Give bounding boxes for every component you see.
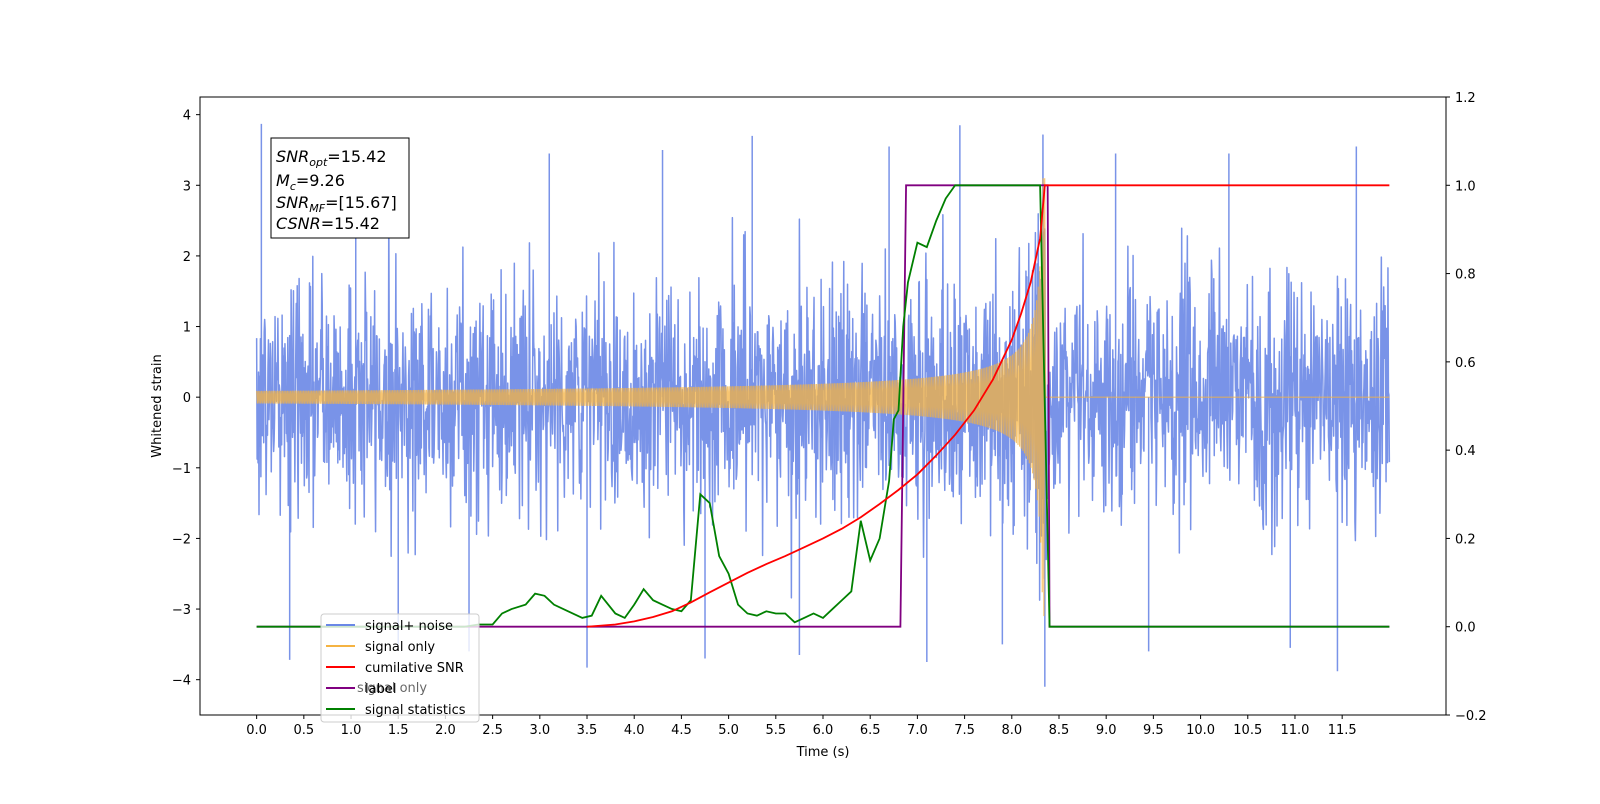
y2-tick-label: 0.8	[1455, 268, 1476, 283]
y-tick-label: 0	[183, 391, 191, 406]
legend: signal only signal+ noise signal only cumi…	[320, 613, 480, 723]
y-tick-label: −3	[172, 603, 191, 618]
annotation-frame	[270, 137, 410, 239]
y2-tick-label: 0.6	[1455, 356, 1476, 371]
x-tick-label: 0.5	[293, 723, 314, 738]
x-tick-label: 0.0	[246, 723, 267, 738]
x-tick-label: 7.5	[954, 723, 975, 738]
x-tick-label: 11.0	[1280, 723, 1309, 738]
x-axis-ticks: 0.0 0.5 1.0 1.5 2.0 2.5 3.0 3.5 4.0 4.5 5.0 5.5 6.0 6…	[246, 715, 1357, 738]
y2-tick-label: 0.2	[1455, 532, 1476, 547]
legend-label: signal only	[365, 640, 435, 655]
legend-frame	[320, 613, 480, 723]
y-tick-label: 3	[183, 179, 191, 194]
x-tick-label: 8.5	[1049, 723, 1070, 738]
series-signal-statistics	[256, 184, 1390, 628]
legend-label: signal statistics	[365, 703, 466, 718]
x-tick-label: 1.0	[341, 723, 362, 738]
legend-label: signal+ noise	[365, 619, 453, 634]
y2-tick-label: 0.4	[1455, 444, 1476, 459]
annotation-snr-mf: SNRMF=[15.67]	[276, 193, 397, 215]
x-tick-label: 2.5	[482, 723, 503, 738]
y-tick-label: 2	[183, 250, 191, 265]
annotation-mc: Mc=9.26	[276, 171, 345, 193]
x-tick-label: 6.5	[860, 723, 881, 738]
x-tick-label: 7.0	[907, 723, 928, 738]
y-tick-label: −4	[172, 674, 191, 689]
annotation-box: SNRopt=15.42 Mc=9.26 SNRMF=[15.67] CSNR=…	[270, 137, 410, 239]
x-tick-label: 2.0	[435, 723, 456, 738]
y-tick-label: −1	[172, 462, 191, 477]
y2-tick-label: 1.0	[1455, 179, 1476, 194]
y-tick-label: −2	[172, 532, 191, 547]
y2-axis-ticks: −0.2 0.0 0.2 0.4 0.6 0.8 1.0 1.2	[1446, 91, 1487, 724]
x-tick-label: 3.5	[577, 723, 598, 738]
y-tick-label: 4	[183, 109, 191, 124]
legend-label: label	[365, 682, 396, 697]
y2-tick-label: 1.2	[1455, 91, 1476, 106]
series-signal-noise	[255, 123, 1391, 687]
annotation-snr-opt: SNRopt=15.42	[276, 147, 387, 169]
x-tick-label: 9.0	[1096, 723, 1117, 738]
x-tick-label: 4.5	[671, 723, 692, 738]
x-tick-label: 10.5	[1233, 723, 1262, 738]
x-tick-label: 8.0	[1001, 723, 1022, 738]
series-layer	[255, 123, 1391, 687]
legend-label: cumilative SNR	[365, 661, 464, 676]
y-tick-label: 1	[183, 321, 191, 336]
legend-hidden-label: signal only	[357, 681, 427, 696]
y-axis-ticks: −4 −3 −2 −1 0 1 2 3 4	[172, 109, 200, 689]
y-axis-label: Whitened strain	[150, 354, 165, 457]
x-tick-label: 3.0	[529, 723, 550, 738]
x-tick-label: 5.5	[765, 723, 786, 738]
series-signal-only	[256, 178, 1390, 617]
x-tick-label: 10.0	[1186, 723, 1215, 738]
x-tick-label: 6.0	[813, 723, 834, 738]
y2-tick-label: −0.2	[1455, 709, 1487, 724]
x-tick-label: 1.5	[388, 723, 409, 738]
x-tick-label: 4.0	[624, 723, 645, 738]
y2-tick-label: 0.0	[1455, 621, 1476, 636]
x-tick-label: 9.5	[1143, 723, 1164, 738]
x-tick-label: 5.0	[718, 723, 739, 738]
annotation-csnr: CSNR=15.42	[276, 214, 380, 233]
x-tick-label: 11.5	[1328, 723, 1357, 738]
x-axis-label: Time (s)	[796, 745, 850, 760]
series-cumulative-snr	[586, 184, 1390, 628]
